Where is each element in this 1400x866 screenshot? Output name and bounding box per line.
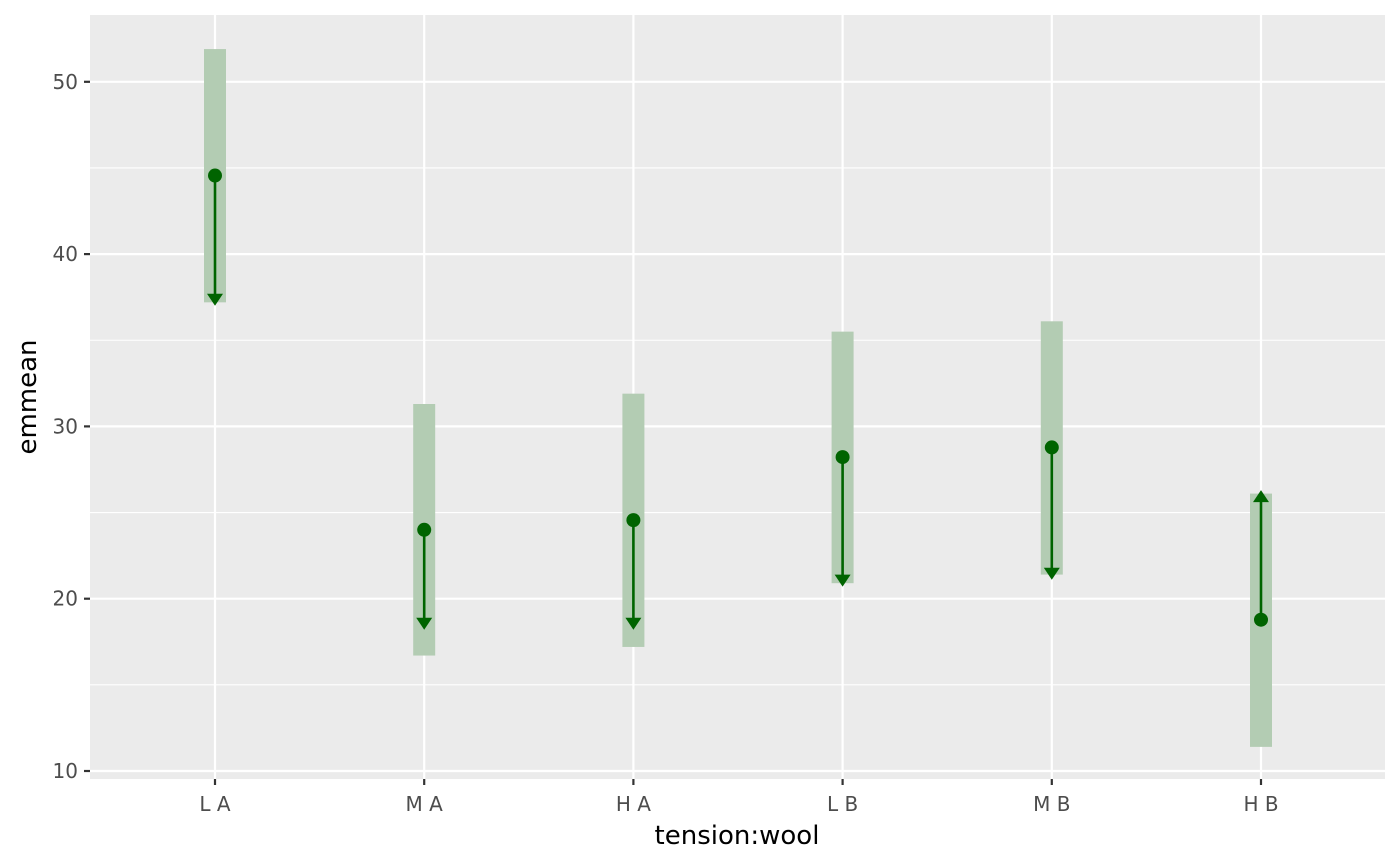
comparison-arrow-head [207, 293, 223, 306]
comparison-arrow-head [416, 617, 433, 630]
x-tick-label: H B [1243, 792, 1278, 816]
emmean-points [208, 168, 1268, 627]
y-tick-label: 10 [53, 759, 78, 783]
y-axis: 10 20 30 40 50 [53, 70, 90, 783]
x-axis-title: tension:wool [655, 821, 820, 851]
x-tick-label: M B [1033, 792, 1070, 816]
x-tick-label: L B [827, 792, 858, 816]
comparison-arrow-head [1043, 567, 1060, 580]
emmean-point [626, 513, 641, 528]
y-tick-label: 30 [53, 414, 78, 438]
comparison-arrow-head [1253, 490, 1269, 503]
comparison-arrows [207, 175, 1269, 630]
emmean-point [1254, 612, 1268, 627]
plot-panel [90, 15, 1385, 779]
x-tick-label: L A [199, 792, 231, 816]
y-tick-label: 40 [53, 242, 78, 266]
x-tick-label: H A [616, 792, 651, 816]
emmean-point [417, 522, 432, 537]
y-axis-title: emmean [13, 339, 43, 454]
comparison-arrow-head [834, 574, 851, 587]
minor-gridlines [90, 167, 1385, 686]
x-tick-label: M A [406, 792, 444, 816]
y-tick-label: 20 [53, 587, 78, 611]
y-tick-label: 50 [53, 70, 78, 94]
emmean-point [835, 450, 850, 465]
emmean-point [208, 168, 222, 183]
emmean-point [1044, 440, 1059, 455]
comparison-arrow-head [625, 617, 642, 630]
